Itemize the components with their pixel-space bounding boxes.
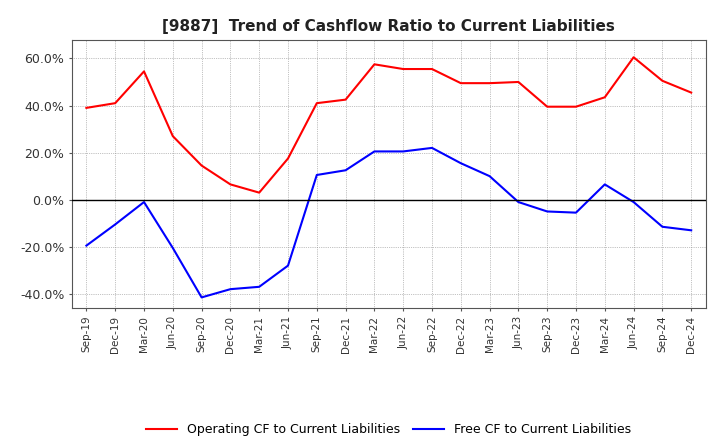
Operating CF to Current Liabilities [111,100,120,106]
Legend: Operating CF to Current Liabilities, Free CF to Current Liabilities: Operating CF to Current Liabilities, Fre… [141,418,636,440]
Free CF to Current Liabilities [687,227,696,233]
Free CF to Current Liabilities [485,173,494,179]
Free CF to Current Liabilities [312,172,321,178]
Operating CF to Current Liabilities [687,90,696,95]
Free CF to Current Liabilities [370,149,379,154]
Line: Free CF to Current Liabilities: Free CF to Current Liabilities [86,148,691,297]
Operating CF to Current Liabilities [456,81,465,86]
Free CF to Current Liabilities [456,161,465,166]
Free CF to Current Liabilities [543,209,552,214]
Free CF to Current Liabilities [572,210,580,215]
Free CF to Current Liabilities [140,199,148,205]
Operating CF to Current Liabilities [226,182,235,187]
Free CF to Current Liabilities [255,284,264,290]
Free CF to Current Liabilities [226,286,235,292]
Free CF to Current Liabilities [514,199,523,205]
Free CF to Current Liabilities [341,168,350,173]
Free CF to Current Liabilities [629,199,638,205]
Free CF to Current Liabilities [197,295,206,300]
Free CF to Current Liabilities [399,149,408,154]
Line: Operating CF to Current Liabilities: Operating CF to Current Liabilities [86,57,691,193]
Operating CF to Current Liabilities [514,79,523,84]
Operating CF to Current Liabilities [140,69,148,74]
Operating CF to Current Liabilities [658,78,667,84]
Operating CF to Current Liabilities [284,156,292,161]
Free CF to Current Liabilities [600,182,609,187]
Operating CF to Current Liabilities [428,66,436,72]
Operating CF to Current Liabilities [370,62,379,67]
Operating CF to Current Liabilities [600,95,609,100]
Free CF to Current Liabilities [168,246,177,251]
Free CF to Current Liabilities [82,243,91,248]
Operating CF to Current Liabilities [168,133,177,139]
Operating CF to Current Liabilities [485,81,494,86]
Operating CF to Current Liabilities [572,104,580,109]
Free CF to Current Liabilities [284,263,292,268]
Operating CF to Current Liabilities [197,163,206,168]
Operating CF to Current Liabilities [312,100,321,106]
Operating CF to Current Liabilities [543,104,552,109]
Operating CF to Current Liabilities [629,55,638,60]
Free CF to Current Liabilities [658,224,667,229]
Operating CF to Current Liabilities [341,97,350,102]
Title: [9887]  Trend of Cashflow Ratio to Current Liabilities: [9887] Trend of Cashflow Ratio to Curren… [163,19,615,34]
Operating CF to Current Liabilities [82,105,91,110]
Free CF to Current Liabilities [428,145,436,150]
Free CF to Current Liabilities [111,222,120,227]
Operating CF to Current Liabilities [399,66,408,72]
Operating CF to Current Liabilities [255,190,264,195]
